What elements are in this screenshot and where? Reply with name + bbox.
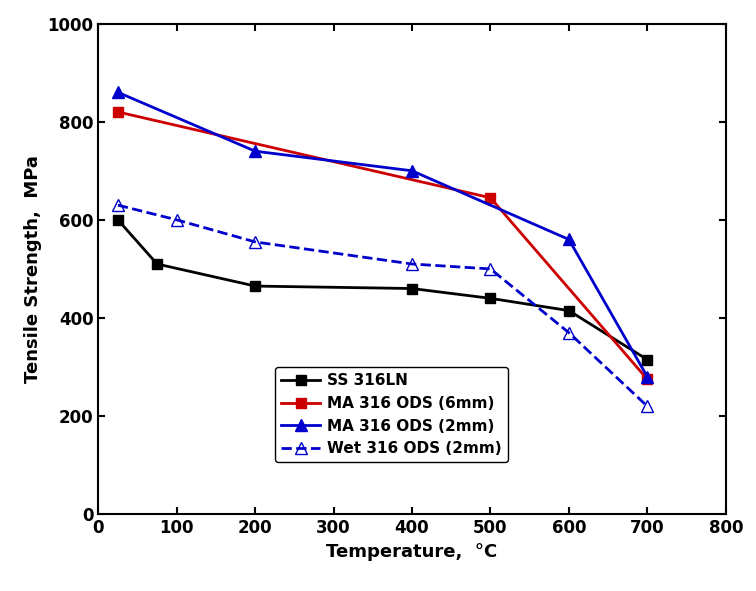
SS 316LN	[113, 216, 122, 223]
MA 316 ODS (2mm)	[250, 148, 260, 155]
Wet 316 ODS (2mm)	[407, 261, 417, 268]
Wet 316 ODS (2mm)	[564, 329, 573, 336]
MA 316 ODS (2mm)	[643, 374, 652, 381]
MA 316 ODS (6mm)	[643, 376, 652, 383]
SS 316LN	[153, 261, 162, 268]
Legend: SS 316LN, MA 316 ODS (6mm), MA 316 ODS (2mm), Wet 316 ODS (2mm): SS 316LN, MA 316 ODS (6mm), MA 316 ODS (…	[275, 367, 508, 462]
Wet 316 ODS (2mm)	[250, 238, 260, 245]
Line: MA 316 ODS (2mm): MA 316 ODS (2mm)	[112, 86, 654, 383]
Line: Wet 316 ODS (2mm): Wet 316 ODS (2mm)	[112, 199, 654, 413]
SS 316LN	[486, 295, 495, 302]
MA 316 ODS (6mm)	[113, 108, 122, 115]
Wet 316 ODS (2mm)	[486, 265, 495, 272]
SS 316LN	[643, 356, 652, 363]
MA 316 ODS (2mm)	[564, 236, 573, 243]
SS 316LN	[250, 282, 260, 290]
MA 316 ODS (2mm)	[407, 167, 417, 174]
Wet 316 ODS (2mm)	[172, 216, 181, 223]
Line: SS 316LN: SS 316LN	[113, 215, 652, 365]
Wet 316 ODS (2mm)	[113, 202, 122, 209]
SS 316LN	[407, 285, 417, 292]
MA 316 ODS (6mm)	[486, 194, 495, 202]
X-axis label: Temperature,  °C: Temperature, °C	[327, 543, 497, 561]
Wet 316 ODS (2mm)	[643, 402, 652, 410]
MA 316 ODS (2mm)	[113, 89, 122, 96]
Line: MA 316 ODS (6mm): MA 316 ODS (6mm)	[113, 107, 652, 384]
SS 316LN	[564, 307, 573, 314]
Y-axis label: Tensile Strength,  MPa: Tensile Strength, MPa	[24, 155, 42, 383]
